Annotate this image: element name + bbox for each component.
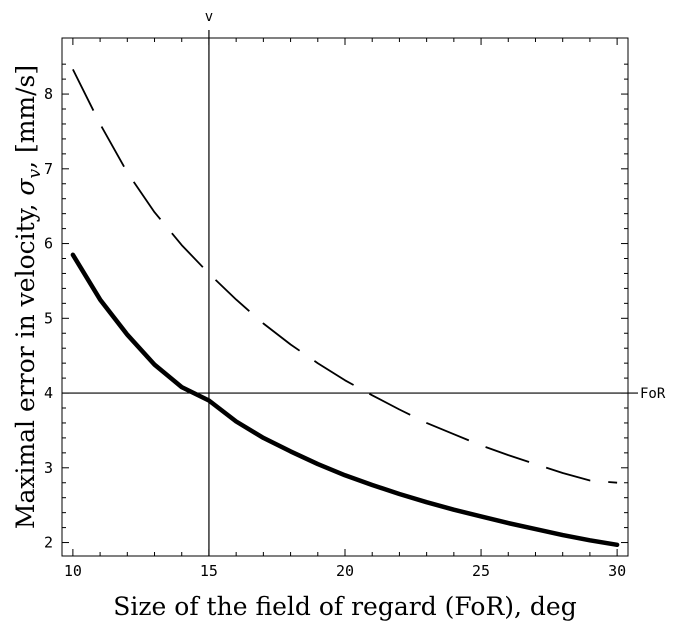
y-axis-title-main: Maximal error in velocity, [11,196,40,530]
y-tick-label: 2 [44,534,53,552]
x-axis-ticks: 10 15 20 25 30 [64,38,626,580]
x-tick-label: 25 [472,562,490,580]
y-tick-label: 6 [44,235,53,253]
y-tick-label: 4 [44,384,53,402]
y-axis-title-sigma: σ [11,178,40,196]
y-axis-title: Maximal error in velocity, σv, [mm/s] [11,65,45,529]
x-tick-label: 10 [64,562,82,580]
series-line-dashed [72,68,618,484]
y-axis-title-unit: , [mm/s] [11,65,40,169]
y-axis-ticks: 2 3 4 5 6 7 8 [44,63,628,552]
x-axis-title: Size of the field of regard (FoR), deg [113,592,576,621]
x-tick-label: 20 [336,562,354,580]
plot-frame [61,37,629,557]
y-tick-label: 7 [44,160,53,178]
y-tick-label: 8 [44,85,53,103]
reference-line-horizontal-label: FoR [640,386,666,402]
x-tick-label: 15 [200,562,218,580]
series-line-solid [70,252,620,548]
reference-line-vertical-label: v [205,9,213,25]
y-tick-label: 3 [44,459,53,477]
y-tick-label: 5 [44,309,53,327]
y-axis-title-subscript: v [25,169,45,179]
x-tick-label: 30 [608,562,626,580]
series-layer [70,68,620,548]
